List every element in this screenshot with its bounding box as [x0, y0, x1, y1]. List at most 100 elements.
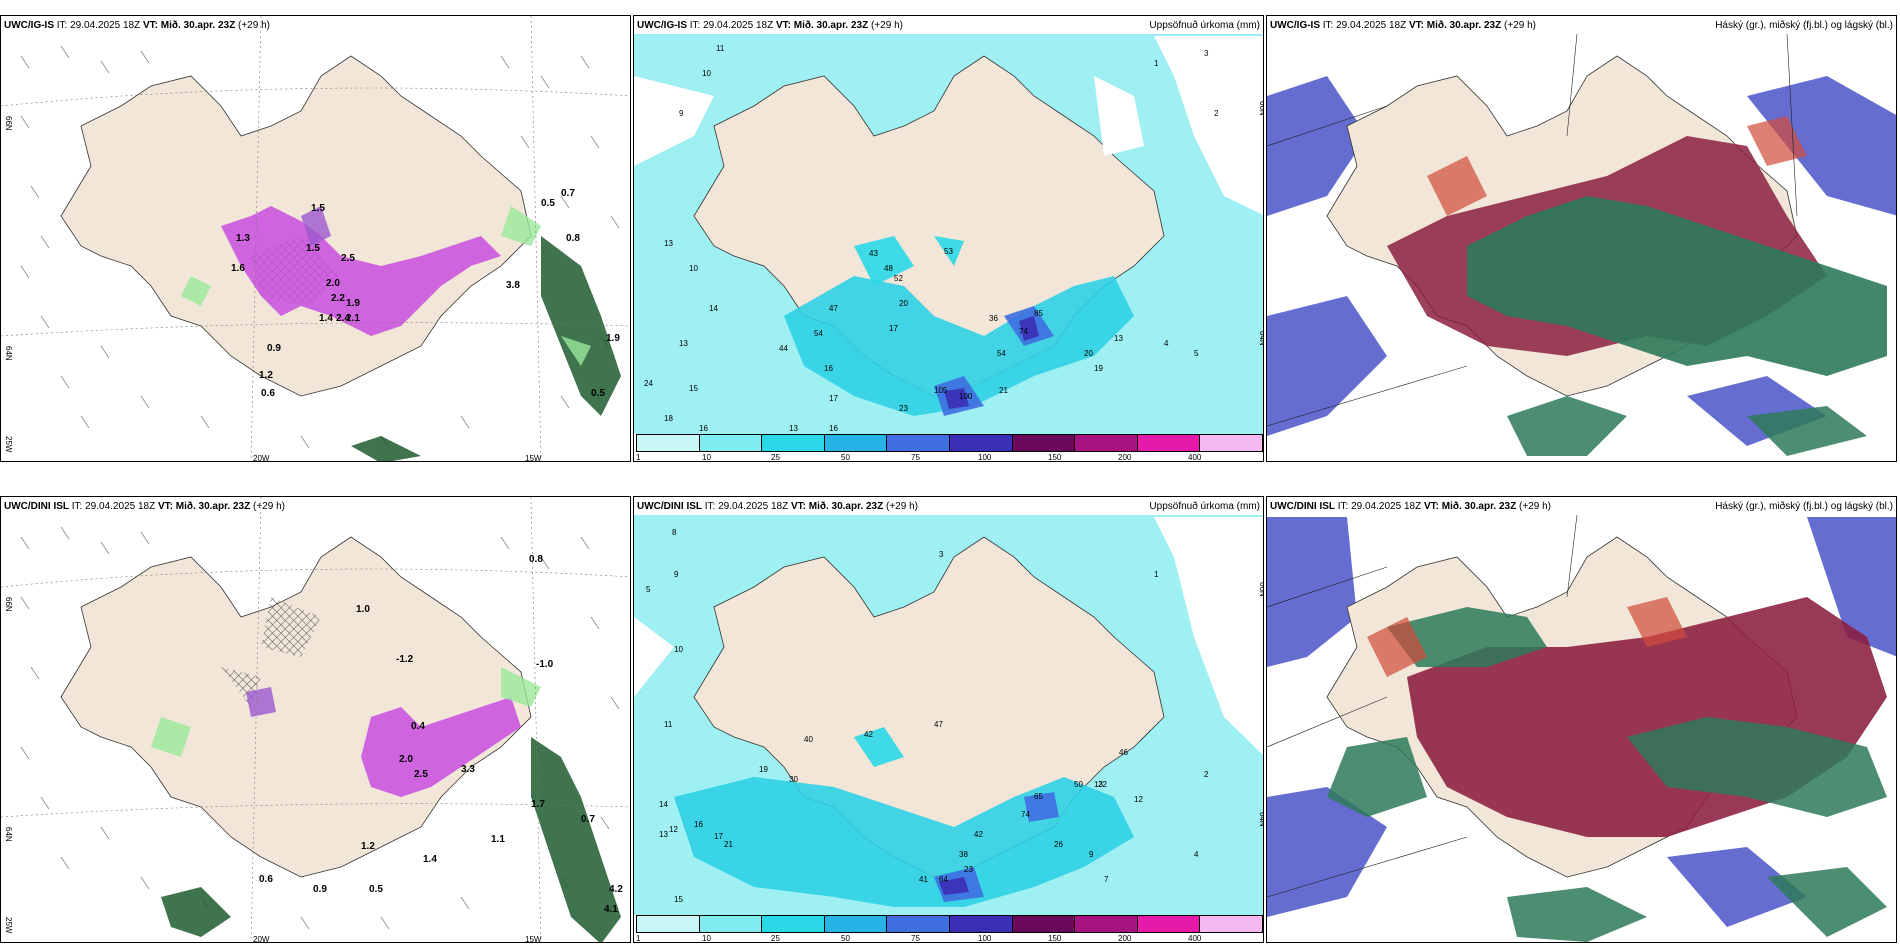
svg-text:47: 47 — [829, 304, 838, 313]
svg-text:1.5: 1.5 — [311, 203, 325, 214]
svg-text:15: 15 — [674, 895, 683, 904]
svg-text:1.9: 1.9 — [606, 333, 620, 344]
svg-text:41: 41 — [919, 875, 928, 884]
svg-text:13: 13 — [789, 424, 798, 433]
svg-text:53: 53 — [944, 247, 953, 256]
svg-text:42: 42 — [864, 730, 873, 739]
svg-text:52: 52 — [894, 274, 903, 283]
svg-text:12: 12 — [1134, 795, 1143, 804]
svg-text:10: 10 — [674, 645, 683, 654]
svg-text:23: 23 — [964, 865, 973, 874]
svg-text:0.6: 0.6 — [261, 388, 275, 399]
svg-text:85: 85 — [1034, 309, 1043, 318]
panel-cloud-row1: UWC/IG-IS IT: 29.04.2025 18Z VT: Mið. 30… — [1266, 15, 1897, 462]
svg-text:48: 48 — [884, 264, 893, 273]
svg-text:4: 4 — [1194, 850, 1199, 859]
svg-text:0.8: 0.8 — [566, 233, 580, 244]
panel-title: UWC/IG-IS IT: 29.04.2025 18Z VT: Mið. 30… — [4, 20, 270, 31]
svg-text:1.4: 1.4 — [319, 313, 333, 324]
svg-text:30: 30 — [789, 775, 798, 784]
svg-text:12: 12 — [669, 825, 678, 834]
svg-text:13: 13 — [664, 239, 673, 248]
green-dark — [541, 236, 621, 416]
svg-text:17: 17 — [829, 394, 838, 403]
svg-text:2.0: 2.0 — [399, 754, 413, 765]
svg-text:65: 65 — [1034, 792, 1043, 801]
svg-text:66N: 66N — [4, 116, 13, 131]
svg-text:16: 16 — [694, 820, 703, 829]
svg-text:43: 43 — [869, 249, 878, 258]
svg-text:26: 26 — [1054, 840, 1063, 849]
svg-text:11: 11 — [716, 44, 725, 53]
panel-subtitle: Uppsöfnuð úrkoma (mm) — [1149, 20, 1260, 31]
svg-text:105: 105 — [934, 386, 948, 395]
wind-barbs — [20, 45, 620, 449]
svg-text:19: 19 — [1094, 364, 1103, 373]
panel-title: UWC/DINI ISL IT: 29.04.2025 18Z VT: Mið.… — [1270, 501, 1551, 512]
svg-text:44: 44 — [779, 344, 788, 353]
svg-text:0.7: 0.7 — [561, 188, 575, 199]
panel-subtitle: Uppsöfnuð úrkoma (mm) — [1149, 501, 1260, 512]
svg-text:36: 36 — [989, 314, 998, 323]
svg-text:2: 2 — [1214, 109, 1219, 118]
svg-text:1.2: 1.2 — [259, 370, 273, 381]
svg-text:3.8: 3.8 — [506, 280, 520, 291]
svg-text:1.7: 1.7 — [531, 799, 545, 810]
svg-text:2.1: 2.1 — [346, 313, 360, 324]
svg-text:14: 14 — [659, 800, 668, 809]
svg-text:24: 24 — [644, 379, 653, 388]
svg-text:8: 8 — [672, 528, 677, 537]
panel-precip-row1: UWC/IG-IS IT: 29.04.2025 18Z VT: Mið. 30… — [633, 15, 1264, 462]
svg-text:13: 13 — [1094, 780, 1103, 789]
svg-text:15W: 15W — [525, 935, 542, 943]
svg-text:66N: 66N — [1258, 101, 1264, 116]
svg-text:1.0: 1.0 — [356, 604, 370, 615]
svg-text:64N: 64N — [1258, 331, 1264, 346]
panel-title: UWC/IG-IS IT: 29.04.2025 18Z VT: Mið. 30… — [637, 20, 903, 31]
svg-text:1.5: 1.5 — [306, 243, 320, 254]
svg-text:38: 38 — [959, 850, 968, 859]
svg-text:14: 14 — [709, 304, 718, 313]
svg-text:0.5: 0.5 — [541, 198, 555, 209]
svg-text:1: 1 — [1154, 59, 1159, 68]
svg-text:16: 16 — [824, 364, 833, 373]
panel-pressure-row1: UWC/IG-IS IT: 29.04.2025 18Z VT: Mið. 30… — [0, 15, 631, 462]
svg-text:9: 9 — [674, 570, 679, 579]
svg-text:2.5: 2.5 — [341, 253, 355, 264]
svg-text:15W: 15W — [525, 454, 542, 462]
svg-text:9: 9 — [1089, 850, 1094, 859]
svg-text:9: 9 — [679, 109, 684, 118]
panel-precip-row2: UWC/DINI ISL IT: 29.04.2025 18Z VT: Mið.… — [633, 496, 1264, 943]
svg-text:0.8: 0.8 — [529, 554, 543, 565]
svg-text:66N: 66N — [4, 597, 13, 612]
svg-text:20W: 20W — [253, 454, 270, 462]
svg-text:3: 3 — [1204, 49, 1209, 58]
svg-text:-1.0: -1.0 — [536, 659, 554, 670]
svg-text:50: 50 — [1074, 780, 1083, 789]
svg-text:0.7: 0.7 — [581, 814, 595, 825]
svg-text:74: 74 — [1021, 810, 1030, 819]
precip-colorbar — [636, 915, 1263, 933]
cloud-map — [1267, 514, 1896, 942]
pressure-map: 66N 64N 25W 20W 15W 0.8 1.0 -1.2 -1.0 2.02.… — [1, 497, 630, 943]
svg-text:1.3: 1.3 — [236, 233, 250, 244]
svg-text:1: 1 — [1154, 570, 1159, 579]
svg-text:13: 13 — [679, 339, 688, 348]
precip-colorbar — [636, 434, 1263, 452]
iceland-land — [60, 536, 532, 878]
svg-text:66N: 66N — [1258, 582, 1264, 597]
svg-text:21: 21 — [724, 840, 733, 849]
panel-subtitle: Háský (gr.), miðský (fj.bl.) og lágský (… — [1715, 20, 1893, 31]
svg-text:74: 74 — [1019, 327, 1028, 336]
svg-text:17: 17 — [889, 324, 898, 333]
svg-text:11: 11 — [664, 720, 673, 729]
svg-text:64N: 64N — [4, 827, 13, 842]
svg-text:47: 47 — [934, 720, 943, 729]
svg-text:20: 20 — [1084, 349, 1093, 358]
svg-text:3: 3 — [939, 550, 944, 559]
svg-text:1.4: 1.4 — [423, 854, 437, 865]
svg-text:21: 21 — [999, 386, 1008, 395]
svg-text:1.6: 1.6 — [231, 263, 245, 274]
svg-text:2.0: 2.0 — [326, 278, 340, 289]
